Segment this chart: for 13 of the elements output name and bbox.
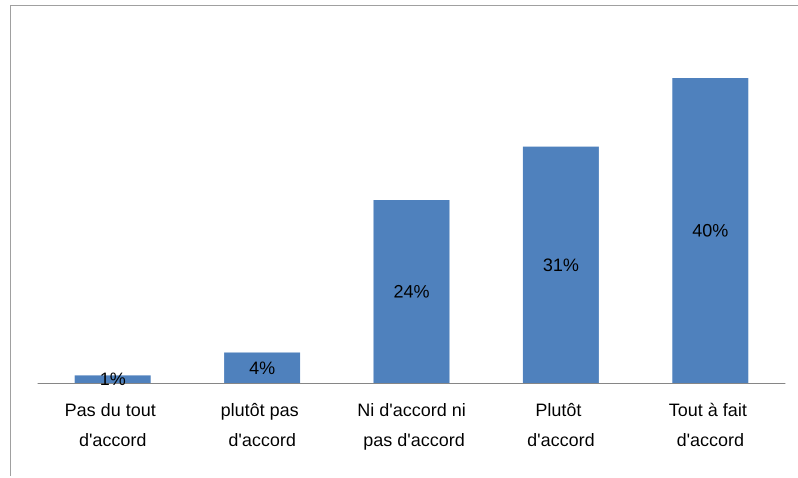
data-label: 31% — [542, 254, 579, 275]
data-label: 24% — [393, 282, 430, 302]
x-tick-label: Ni d'accord ni pas d'accord — [357, 400, 466, 450]
bar — [672, 78, 748, 383]
x-tick-label: Plutôt d'accord — [527, 400, 595, 450]
bar — [224, 352, 300, 383]
x-tick-label: Tout à fait d'accord — [668, 400, 752, 450]
data-label: 40% — [692, 220, 728, 240]
bar — [522, 146, 599, 383]
x-tick-label: plutôt pas d'accord — [220, 400, 304, 450]
x-tick-label: Pas du tout d'accord — [64, 400, 161, 450]
data-label: 4% — [249, 358, 276, 378]
bar — [374, 200, 450, 383]
